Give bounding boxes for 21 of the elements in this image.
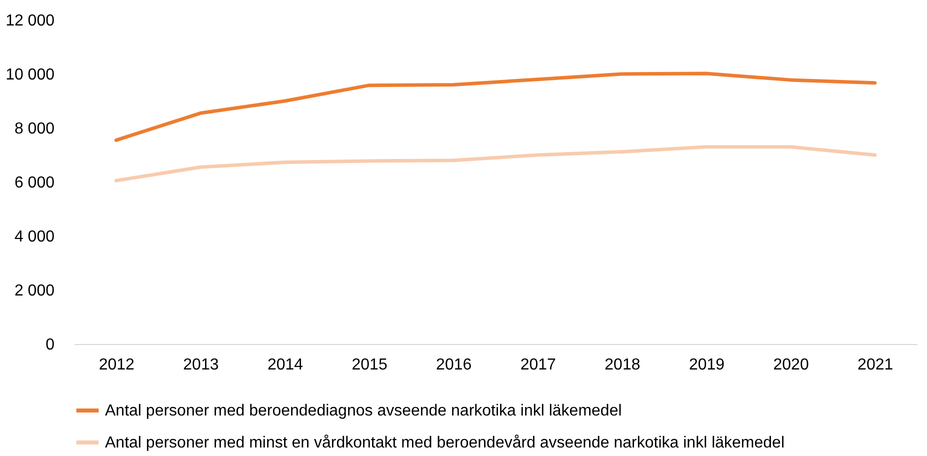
x-tick-label: 2015 [352,356,388,374]
x-tick-label: 2017 [520,356,556,374]
x-tick-label: 2021 [858,356,894,374]
x-tick-label: 2020 [773,356,809,374]
y-tick-label: 2 000 [14,282,55,300]
line-series [114,72,877,142]
y-tick-label: 10 000 [6,66,55,84]
y-tick-label: 12 000 [6,12,55,30]
y-tick-label: 0 [46,336,55,354]
x-tick-label: 2016 [436,356,472,374]
line-series [114,145,877,182]
y-tick-label: 6 000 [14,174,55,192]
x-tick-label: 2012 [98,356,135,374]
y-tick-label: 4 000 [14,228,55,246]
x-tick-label: 2014 [267,356,304,374]
x-tick-label: 2013 [183,356,219,374]
legend-label: Antal personer med minst en vårdkontakt med beroendevård avseende narkotika inkl läkemedel [105,434,784,452]
legend-label: Antal personer med beroendediagnos avseende narkotika inkl läkemedel [105,402,622,420]
y-tick-label: 8 000 [14,120,55,138]
x-tick-label: 2018 [604,356,640,374]
x-tick-label: 2019 [688,356,725,374]
